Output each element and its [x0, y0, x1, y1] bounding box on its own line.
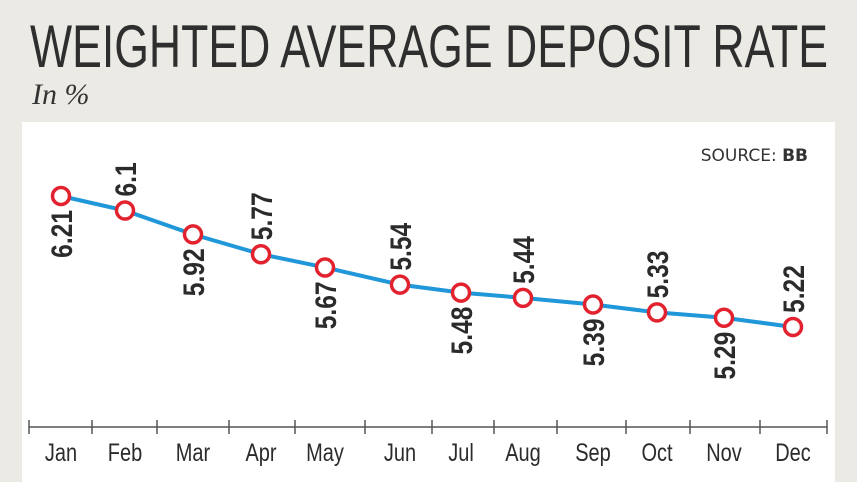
plot-panel: [22, 122, 835, 482]
data-point: [713, 307, 735, 328]
x-tick-label: Mar: [176, 439, 211, 467]
data-point: [250, 243, 272, 265]
data-label: 5.29: [708, 332, 742, 380]
x-tick-label: Sep: [575, 439, 611, 467]
series-line: [60, 194, 794, 329]
data-label: 5.77: [245, 192, 279, 240]
data-point: [389, 274, 411, 295]
x-tick-label: Oct: [641, 439, 673, 467]
x-tick-label: Jun: [384, 439, 416, 467]
data-label: 6.1: [109, 162, 143, 196]
data-label: 5.48: [445, 307, 479, 355]
data-point: [512, 287, 534, 309]
x-tick-label: Jan: [45, 439, 77, 467]
data-point: [114, 200, 136, 221]
data-point: [450, 282, 472, 303]
data-label: 5.92: [177, 248, 211, 296]
x-tick-label: May: [306, 439, 344, 467]
data-point: [782, 316, 804, 338]
data-point: [582, 294, 604, 315]
data-label: 5.44: [507, 235, 541, 284]
data-point: [646, 302, 668, 323]
x-tick-label: Jul: [448, 439, 474, 467]
x-tick-label: Apr: [245, 439, 277, 467]
data-label: 6.21: [45, 210, 79, 258]
source-value: BB: [782, 146, 808, 166]
x-tick-label: Feb: [108, 439, 142, 467]
x-tick-label: Nov: [706, 439, 742, 467]
data-label: 5.22: [777, 265, 811, 313]
chart-subtitle: In %: [31, 78, 89, 111]
source-label: SOURCE:: [701, 146, 777, 166]
data-label: 5.33: [641, 251, 675, 299]
data-point: [182, 224, 204, 245]
data-label: 5.67: [309, 281, 343, 329]
x-tick-label: Dec: [775, 439, 811, 467]
x-axis: Jan Feb Mar Apr May Jun Jul Aug Sep Oct Nov Dec: [28, 420, 828, 467]
series-marks: 6.21 6.1 5.92 5.77 5.67 5.54 5.48 5.44 5.39 5.33 5…: [45, 162, 811, 379]
data-point: [314, 257, 336, 278]
source-note: SOURCE: BB: [701, 146, 808, 166]
chart-title: WEIGHTED AVERAGE DEPOSIT RATE: [30, 13, 828, 80]
data-label: 5.54: [384, 222, 418, 271]
data-point: [50, 185, 72, 207]
x-tick-label: Aug: [505, 439, 541, 467]
data-label: 5.39: [577, 318, 611, 366]
